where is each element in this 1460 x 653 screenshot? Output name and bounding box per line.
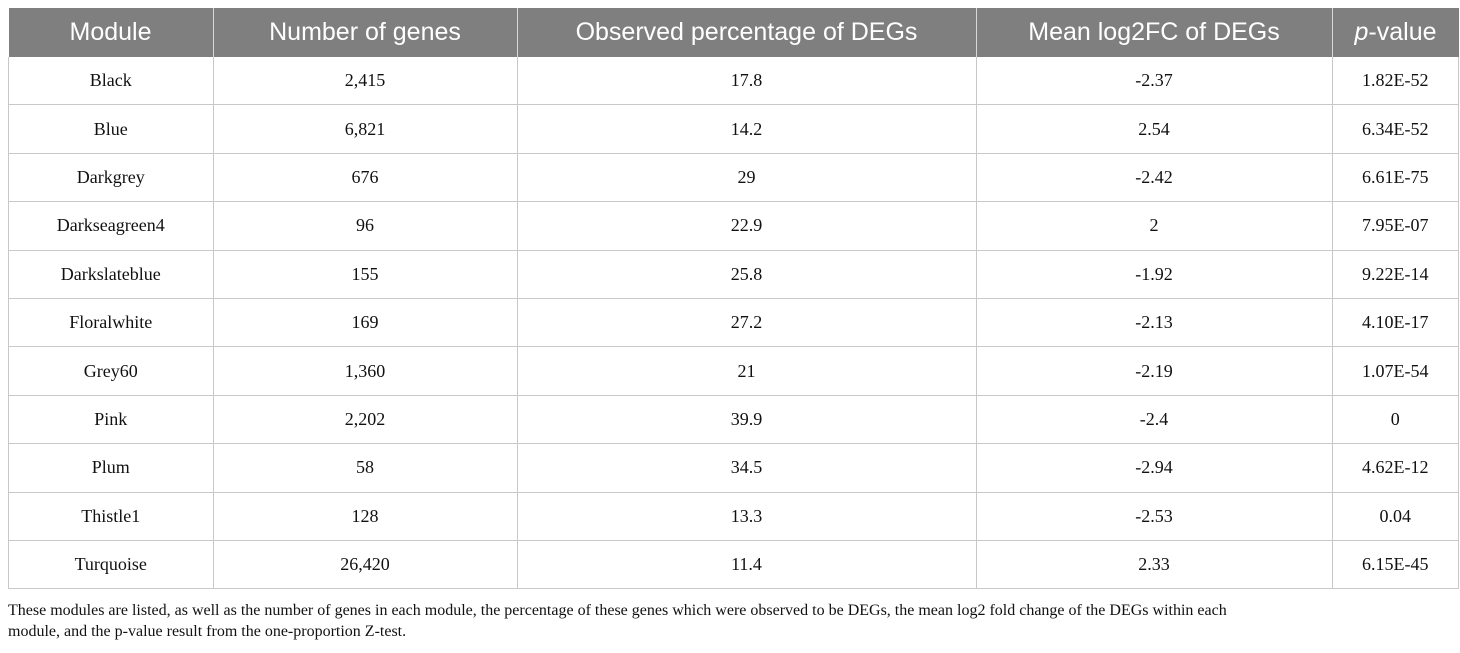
cell-mean-log2fc: -2.4 [975, 394, 1333, 445]
cell-number-of-genes: 26,420 [212, 539, 518, 590]
table-row: Thistle1 128 13.3 -2.53 0.04 [8, 491, 1459, 541]
cell-number-of-genes: 128 [212, 491, 518, 541]
cell-module: Grey60 [8, 346, 214, 396]
table-row: Darkseagreen4 96 22.9 2 7.95E-07 [8, 201, 1459, 251]
footnote-line-2: module, and the p-value result from the … [8, 623, 407, 640]
cell-mean-log2fc: -2.37 [975, 57, 1333, 106]
cell-number-of-genes: 2,202 [212, 394, 518, 445]
cell-p-value: 4.10E-17 [1331, 297, 1459, 348]
cell-observed-percentage: 14.2 [516, 104, 977, 154]
table-footnote: These modules are listed, as well as the… [8, 600, 1454, 642]
cell-p-value: 4.62E-12 [1331, 443, 1459, 493]
cell-p-value: 7.95E-07 [1331, 201, 1459, 251]
table-row: Grey60 1,360 21 -2.19 1.07E-54 [8, 346, 1459, 396]
cell-module: Black [8, 57, 214, 106]
table-header-row: Module Number of genes Observed percenta… [8, 8, 1459, 57]
cell-module: Turquoise [8, 539, 214, 590]
cell-mean-log2fc: 2.33 [975, 539, 1333, 590]
table-row: Darkslateblue 155 25.8 -1.92 9.22E-14 [8, 249, 1459, 299]
cell-observed-percentage: 39.9 [516, 394, 977, 445]
cell-number-of-genes: 6,821 [212, 104, 518, 154]
cell-number-of-genes: 2,415 [212, 57, 518, 106]
cell-module: Darkseagreen4 [8, 201, 214, 251]
cell-observed-percentage: 13.3 [516, 491, 977, 541]
header-observed-percentage: Observed percentage of DEGs [517, 8, 977, 57]
header-p-value: p-value [1332, 8, 1459, 57]
header-number-of-genes: Number of genes [213, 8, 518, 57]
header-mean-log2fc: Mean log2FC of DEGs [976, 8, 1333, 57]
cell-p-value: 0.04 [1331, 491, 1459, 541]
header-module: Module [8, 8, 214, 57]
cell-p-value: 1.82E-52 [1331, 57, 1459, 106]
cell-p-value: 6.61E-75 [1331, 152, 1459, 203]
cell-observed-percentage: 29 [516, 152, 977, 203]
cell-p-value: 0 [1331, 394, 1459, 445]
cell-module: Blue [8, 104, 214, 154]
cell-observed-percentage: 22.9 [516, 201, 977, 251]
table-row: Floralwhite 169 27.2 -2.13 4.10E-17 [8, 297, 1459, 348]
cell-module: Darkslateblue [8, 249, 214, 299]
header-p-value-rest: -value [1368, 18, 1437, 46]
cell-module: Pink [8, 394, 214, 445]
cell-observed-percentage: 11.4 [516, 539, 977, 590]
cell-mean-log2fc: -1.92 [975, 249, 1333, 299]
cell-p-value: 6.15E-45 [1331, 539, 1459, 590]
table-row: Pink 2,202 39.9 -2.4 0 [8, 394, 1459, 445]
table-row: Black 2,415 17.8 -2.37 1.82E-52 [8, 57, 1459, 106]
table-row: Plum 58 34.5 -2.94 4.62E-12 [8, 443, 1459, 493]
cell-p-value: 9.22E-14 [1331, 249, 1459, 299]
cell-module: Darkgrey [8, 152, 214, 203]
cell-observed-percentage: 21 [516, 346, 977, 396]
cell-module: Thistle1 [8, 491, 214, 541]
cell-number-of-genes: 155 [212, 249, 518, 299]
cell-mean-log2fc: -2.53 [975, 491, 1333, 541]
module-table: Module Number of genes Observed percenta… [8, 8, 1459, 590]
cell-mean-log2fc: -2.13 [975, 297, 1333, 348]
cell-number-of-genes: 96 [212, 201, 518, 251]
table-row: Turquoise 26,420 11.4 2.33 6.15E-45 [8, 539, 1459, 590]
cell-p-value: 6.34E-52 [1331, 104, 1459, 154]
cell-number-of-genes: 1,360 [212, 346, 518, 396]
cell-observed-percentage: 17.8 [516, 57, 977, 106]
cell-mean-log2fc: 2.54 [975, 104, 1333, 154]
cell-module: Floralwhite [8, 297, 214, 348]
cell-p-value: 1.07E-54 [1331, 346, 1459, 396]
cell-observed-percentage: 34.5 [516, 443, 977, 493]
cell-mean-log2fc: 2 [975, 201, 1333, 251]
footnote-line-1: These modules are listed, as well as the… [8, 602, 1227, 619]
cell-number-of-genes: 58 [212, 443, 518, 493]
table-row: Darkgrey 676 29 -2.42 6.61E-75 [8, 152, 1459, 203]
cell-mean-log2fc: -2.42 [975, 152, 1333, 203]
cell-observed-percentage: 27.2 [516, 297, 977, 348]
table-body: Black 2,415 17.8 -2.37 1.82E-52 Blue 6,821 14.2… [8, 57, 1459, 590]
cell-mean-log2fc: -2.94 [975, 443, 1333, 493]
cell-module: Plum [8, 443, 214, 493]
cell-number-of-genes: 676 [212, 152, 518, 203]
header-p-value-italic: p [1354, 18, 1369, 46]
cell-number-of-genes: 169 [212, 297, 518, 348]
table-row: Blue 6,821 14.2 2.54 6.34E-52 [8, 104, 1459, 154]
cell-mean-log2fc: -2.19 [975, 346, 1333, 396]
data-table-container: Module Number of genes Observed percenta… [8, 8, 1459, 590]
cell-observed-percentage: 25.8 [516, 249, 977, 299]
